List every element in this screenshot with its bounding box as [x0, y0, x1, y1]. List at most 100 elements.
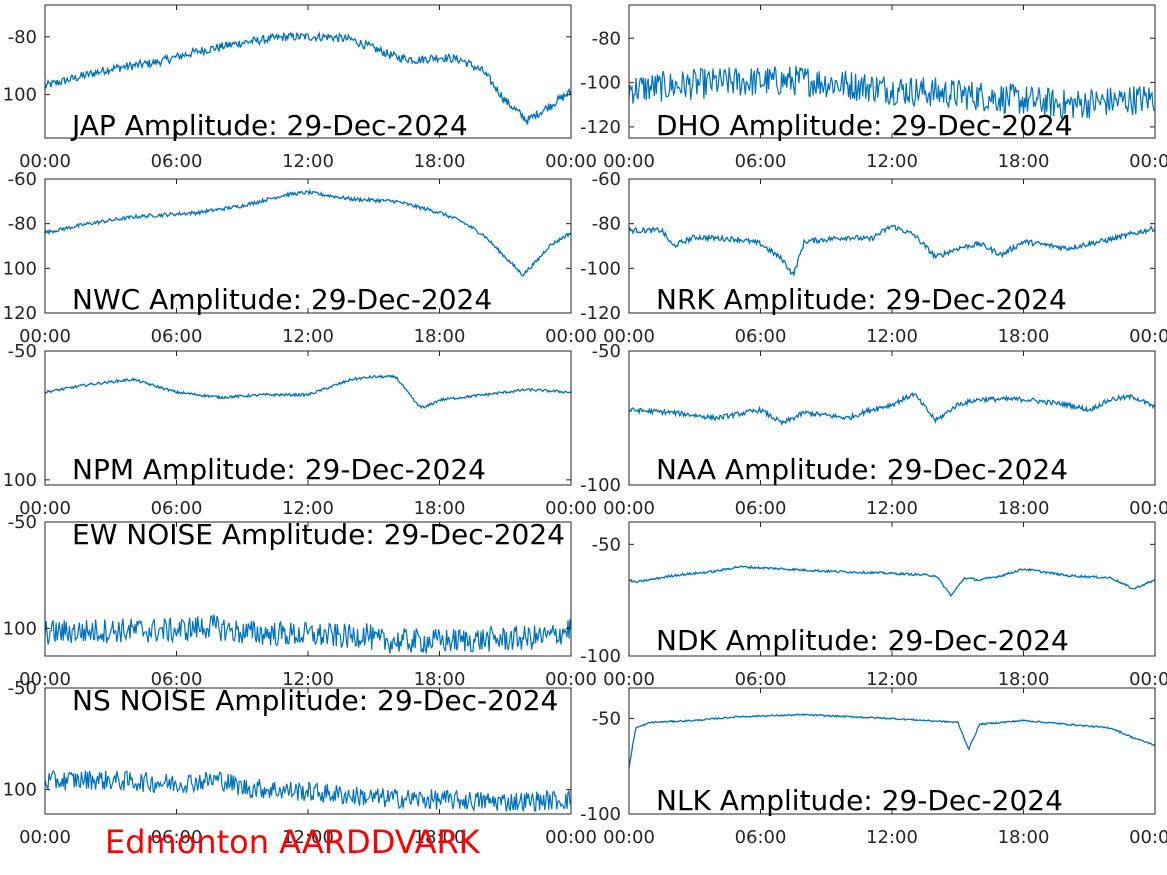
- y-tick-label: -50: [592, 341, 621, 362]
- x-tick-label: 12:00: [282, 669, 334, 690]
- panel-title: NRK Amplitude: 29-Dec-2024: [656, 283, 1067, 316]
- x-tick-label: 12:00: [282, 151, 334, 172]
- panel-1: 00:00 06:00 12:00 18:00 00:00 -80 100 JAP Ampli…: [3, 4, 597, 172]
- panel-title: JAP Amplitude: 29-Dec-2024: [70, 109, 468, 142]
- y-tick-label: -50: [8, 678, 37, 699]
- x-tick-label: 06:00: [735, 669, 787, 690]
- x-tick-label: 06:00: [735, 827, 787, 848]
- y-tick-label: -100: [580, 646, 621, 667]
- panel-4: 00:00 06:00 12:00 18:00 00:00 -60 -80 -100 -120 N…: [580, 169, 1167, 347]
- x-tick-label: 18:00: [414, 669, 466, 690]
- x-tick-label: 00:00: [545, 326, 597, 347]
- panel-9: 00:00 06:00 12:00 18:00 00:00 -50 100 NS NOISE …: [3, 678, 597, 848]
- panel-title: NPM Amplitude: 29-Dec-2024: [72, 453, 486, 486]
- y-tick-label: -100: [580, 73, 621, 94]
- y-tick-label: -50: [592, 534, 621, 555]
- y-tick-label: -60: [8, 169, 37, 190]
- footer-label: Edmonton AARDDVARK: [105, 823, 481, 861]
- x-tick-label: 00:00: [19, 326, 71, 347]
- y-tick-label: -120: [580, 117, 621, 138]
- panel-title: NLK Amplitude: 29-Dec-2024: [656, 784, 1063, 817]
- series-line: [45, 614, 571, 655]
- x-tick-label: 12:00: [866, 669, 918, 690]
- x-tick-label: 00:00: [603, 326, 655, 347]
- y-tick-label: -50: [8, 341, 37, 362]
- x-tick-label: 18:00: [414, 498, 466, 519]
- panel-title: NAA Amplitude: 29-Dec-2024: [656, 453, 1068, 486]
- x-tick-label: 12:00: [866, 827, 918, 848]
- x-tick-label: 18:00: [414, 326, 466, 347]
- x-tick-label: 18:00: [998, 669, 1050, 690]
- panel-7: 00:00 06:00 12:00 18:00 00:00 -50 100 EW NOISE …: [3, 512, 597, 690]
- x-tick-label: 00:00: [19, 827, 71, 848]
- x-tick-label: 12:00: [866, 326, 918, 347]
- x-tick-label: 00:00: [19, 151, 71, 172]
- series-line: [629, 713, 1155, 769]
- y-tick-label: -120: [580, 303, 621, 324]
- panel-6: 00:00 06:00 12:00 18:00 00:00 -50 -100 NAA Ampl…: [580, 341, 1167, 519]
- y-tick-label: -50: [592, 709, 621, 730]
- panel-5: 00:00 06:00 12:00 18:00 00:00 -50 100 NPM Ampli…: [3, 341, 597, 519]
- series-line: [45, 189, 571, 277]
- x-tick-label: 18:00: [414, 151, 466, 172]
- panel-title: NWC Amplitude: 29-Dec-2024: [72, 283, 492, 316]
- x-tick-label: 12:00: [866, 498, 918, 519]
- y-tick-label: -100: [580, 258, 621, 279]
- y-tick-label: 120: [3, 303, 37, 324]
- x-tick-label: 06:00: [151, 151, 203, 172]
- y-tick-label: -100: [580, 804, 621, 825]
- y-tick-label: -80: [8, 27, 37, 48]
- y-tick-label: -50: [8, 512, 37, 533]
- y-tick-label: -100: [580, 475, 621, 496]
- y-tick-label: -80: [592, 28, 621, 49]
- x-tick-label: 00:00: [1129, 669, 1167, 690]
- y-tick-label: 100: [3, 470, 37, 491]
- series-line: [45, 769, 571, 812]
- x-tick-label: 06:00: [151, 827, 203, 848]
- x-tick-label: 00:00: [1129, 827, 1167, 848]
- series-line: [629, 391, 1155, 427]
- series-line: [45, 374, 571, 410]
- panel-title: DHO Amplitude: 29-Dec-2024: [656, 109, 1073, 142]
- x-tick-label: 00:00: [545, 151, 597, 172]
- x-tick-label: 00:00: [603, 151, 655, 172]
- series-line: [629, 224, 1155, 276]
- x-tick-label: 00:00: [603, 669, 655, 690]
- y-tick-label: 100: [3, 85, 37, 106]
- x-tick-label: 06:00: [735, 326, 787, 347]
- x-tick-label: 06:00: [151, 669, 203, 690]
- panel-title: NS NOISE Amplitude: 29-Dec-2024: [72, 684, 558, 717]
- series-line: [629, 565, 1155, 598]
- panel-2: 00:00 06:00 12:00 18:00 00:00 -80 -100 -120 DHO …: [580, 4, 1167, 172]
- panel-title: NDK Amplitude: 29-Dec-2024: [656, 624, 1069, 657]
- panel-3: 00:00 06:00 12:00 18:00 00:00 -60 -80 100 120 NWC…: [3, 169, 597, 347]
- panel-10: 00:00 06:00 12:00 18:00 00:00 -50 -100 NLK Ampl…: [580, 687, 1167, 848]
- y-tick-label: 100: [3, 258, 37, 279]
- x-tick-label: 06:00: [735, 498, 787, 519]
- x-tick-label: 00:00: [1129, 151, 1167, 172]
- series-line: [629, 65, 1155, 121]
- x-tick-label: 18:00: [998, 827, 1050, 848]
- x-tick-label: 12:00: [282, 498, 334, 519]
- x-tick-label: 00:00: [603, 827, 655, 848]
- x-tick-label: 18:00: [998, 498, 1050, 519]
- x-tick-label: 00:00: [545, 498, 597, 519]
- x-tick-label: 00:00: [603, 498, 655, 519]
- x-tick-label: 18:00: [998, 151, 1050, 172]
- x-tick-label: 00:00: [1129, 326, 1167, 347]
- y-tick-label: -80: [592, 214, 621, 235]
- x-tick-label: 00:00: [545, 669, 597, 690]
- x-tick-label: 12:00: [282, 827, 334, 848]
- x-tick-label: 00:00: [19, 669, 71, 690]
- x-tick-label: 12:00: [866, 151, 918, 172]
- x-tick-label: 12:00: [282, 326, 334, 347]
- x-tick-label: 00:00: [19, 498, 71, 519]
- y-tick-label: -60: [592, 169, 621, 190]
- series-line: [45, 30, 571, 125]
- x-tick-label: 06:00: [151, 498, 203, 519]
- x-tick-label: 00:00: [1129, 498, 1167, 519]
- y-tick-label: -80: [8, 214, 37, 235]
- x-tick-label: 00:00: [545, 827, 597, 848]
- y-tick-label: 100: [3, 618, 37, 639]
